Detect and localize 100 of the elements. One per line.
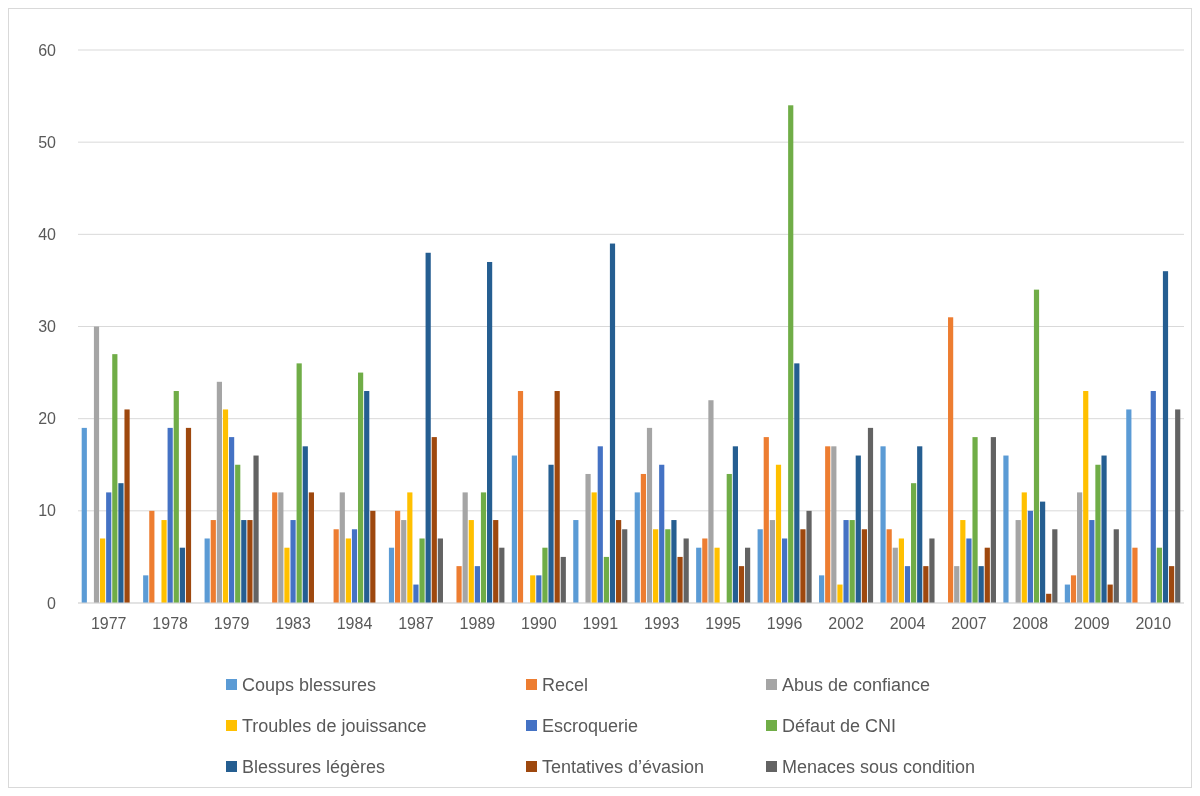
bar [843, 520, 849, 603]
bar [714, 547, 720, 603]
bar [1021, 492, 1027, 603]
y-tick-label: 10 [38, 502, 57, 520]
bar [788, 105, 794, 603]
bar [622, 529, 628, 603]
legend-label: Recel [542, 675, 589, 696]
bar [173, 391, 179, 603]
bar [849, 520, 855, 603]
legend-label: Abus de confiance [782, 675, 931, 696]
bar [179, 547, 185, 603]
legend-label: Menaces sous condition [782, 757, 976, 778]
bar [671, 520, 677, 603]
bar [1052, 529, 1058, 603]
bar [100, 538, 106, 603]
bar [923, 566, 929, 603]
bar [229, 437, 235, 603]
bar [247, 520, 253, 603]
bar [419, 538, 425, 603]
x-tick-label: 2010 [1135, 615, 1172, 632]
bar [1040, 501, 1046, 603]
bar [1003, 455, 1009, 603]
bar [1033, 289, 1040, 603]
bar [984, 547, 990, 603]
bar [634, 492, 640, 603]
bar [241, 520, 247, 603]
bar [591, 492, 597, 603]
x-tick-label: 1977 [90, 615, 127, 632]
x-tick-label: 2008 [1012, 615, 1049, 632]
legend-label: Troubles de jouissance [242, 716, 427, 737]
bar [468, 520, 474, 603]
bar [1169, 566, 1175, 603]
bar [683, 538, 689, 603]
bar [819, 575, 825, 603]
bar [1162, 271, 1169, 603]
bar [167, 427, 173, 603]
bar [413, 584, 419, 603]
x-tick-label: 1978 [152, 615, 189, 632]
bar [960, 520, 966, 603]
bar [185, 427, 192, 603]
bar [640, 473, 646, 603]
legend-label: Défaut de CNI [782, 716, 897, 737]
bar [677, 556, 683, 603]
bar [738, 566, 745, 603]
x-tick-label: 2009 [1074, 615, 1110, 632]
bar [345, 538, 351, 603]
bar [603, 556, 609, 603]
bar [929, 538, 935, 603]
bar [855, 455, 861, 603]
bar [161, 520, 167, 603]
bar [978, 566, 984, 603]
bar [536, 575, 542, 603]
bar [517, 391, 524, 603]
bar [1077, 492, 1083, 603]
x-tick-label: 1989 [459, 615, 496, 632]
bar [769, 520, 775, 603]
bar [1095, 464, 1101, 603]
legend-label: Coups blessures [242, 675, 377, 696]
bar [892, 547, 898, 603]
bar [530, 575, 536, 603]
bar [867, 427, 874, 603]
bar [296, 363, 302, 603]
bar [726, 473, 732, 603]
bar [548, 464, 554, 603]
bar [972, 437, 978, 603]
bar [898, 538, 904, 603]
bar [1027, 510, 1033, 603]
y-tick-label: 40 [38, 225, 57, 243]
bar [235, 464, 241, 603]
bar [1156, 547, 1162, 603]
bar [990, 437, 996, 603]
bar [806, 510, 812, 603]
bar [480, 492, 487, 603]
bar [554, 391, 560, 603]
y-tick-label: 20 [38, 410, 57, 428]
bar [696, 547, 702, 603]
bar [407, 492, 413, 603]
bar [861, 529, 867, 603]
bar [290, 520, 296, 603]
bar [745, 547, 751, 603]
bar [966, 538, 972, 603]
bar [474, 566, 480, 603]
bar [954, 566, 960, 603]
y-tick-label: 60 [38, 41, 57, 59]
bar [388, 547, 395, 603]
y-tick-label: 0 [47, 594, 57, 612]
bar [462, 492, 468, 603]
bar [1175, 409, 1181, 603]
bar [1089, 520, 1095, 603]
bar [782, 538, 788, 603]
legend-label: Escroquerie [542, 716, 639, 737]
bar [149, 510, 155, 603]
x-tick-label: 2004 [889, 615, 926, 632]
bar [1150, 391, 1156, 603]
bar [425, 252, 431, 603]
x-tick-label: 1983 [275, 615, 311, 632]
bar [560, 556, 566, 603]
bar [302, 446, 308, 603]
bar [401, 520, 407, 603]
bar [358, 372, 364, 603]
